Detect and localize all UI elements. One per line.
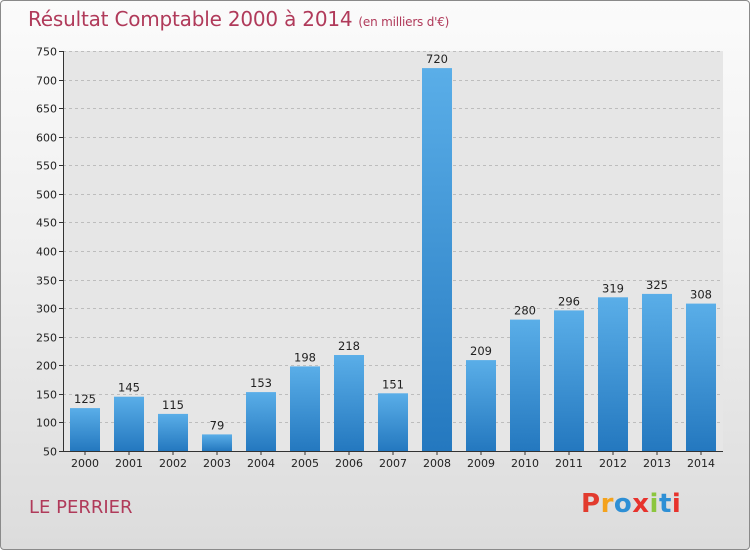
y-tick-label: 50 xyxy=(43,446,57,459)
bar xyxy=(334,355,364,451)
bar xyxy=(686,303,716,451)
y-tick-label: 250 xyxy=(36,332,57,345)
bar xyxy=(510,319,540,451)
x-tick-label: 2012 xyxy=(599,457,627,470)
y-tick-label: 650 xyxy=(36,103,57,116)
data-label: 308 xyxy=(690,288,712,302)
bar xyxy=(598,297,628,451)
y-tick-label: 100 xyxy=(36,417,57,430)
x-tick-label: 2004 xyxy=(247,457,275,470)
bars xyxy=(70,68,716,451)
chart-unit-label: (en milliers d'€) xyxy=(358,15,450,29)
logo-letter: o xyxy=(613,489,633,519)
x-tick-label: 2007 xyxy=(379,457,407,470)
data-label: 296 xyxy=(558,294,580,308)
x-tick-label: 2013 xyxy=(643,457,671,470)
x-tick-label: 2005 xyxy=(291,457,319,470)
y-tick-label: 750 xyxy=(36,46,57,59)
logo-letter: P xyxy=(581,489,601,519)
data-label: 115 xyxy=(162,398,184,412)
data-label: 319 xyxy=(602,281,624,295)
data-label: 125 xyxy=(74,392,96,406)
data-labels: 125 145 115 79 153 198 218 151 720 209 280 296 319 32… xyxy=(74,52,712,432)
logo-letter: x xyxy=(632,489,650,519)
bar xyxy=(202,434,232,451)
chart-title: Résultat Comptable 2000 à 2014 (en millie… xyxy=(28,7,449,31)
logo-letter: i xyxy=(649,489,659,519)
bar xyxy=(378,393,408,451)
proxiti-logo: Proxiti xyxy=(581,489,681,519)
bar xyxy=(158,413,188,451)
y-tick-label: 200 xyxy=(36,360,57,373)
y-tick-label: 450 xyxy=(36,217,57,230)
y-tick-label: 400 xyxy=(36,246,57,259)
data-label: 720 xyxy=(426,52,448,66)
data-label: 79 xyxy=(210,418,225,432)
data-label: 145 xyxy=(118,381,140,395)
y-tick-label: 550 xyxy=(36,160,57,173)
data-label: 218 xyxy=(338,339,360,353)
x-tick-label: 2014 xyxy=(687,457,715,470)
data-label: 280 xyxy=(514,304,536,318)
commune-name: LE PERRIER xyxy=(29,497,133,518)
x-tick-label: 2009 xyxy=(467,457,495,470)
y-tick-label: 150 xyxy=(36,389,57,402)
bar xyxy=(422,68,452,451)
data-label: 153 xyxy=(250,376,272,390)
bar xyxy=(114,396,144,451)
x-tick-label: 2001 xyxy=(115,457,143,470)
y-tick-label: 350 xyxy=(36,275,57,288)
logo-letter: r xyxy=(600,489,614,519)
chart-title-text: Résultat Comptable 2000 à 2014 xyxy=(28,7,353,31)
data-label: 198 xyxy=(294,350,316,364)
logo-letter: t xyxy=(658,489,672,519)
y-tick-label: 600 xyxy=(36,132,57,145)
y-tick-label: 300 xyxy=(36,303,57,316)
x-tick-label: 2006 xyxy=(335,457,363,470)
x-tick-label: 2010 xyxy=(511,457,539,470)
x-tick-label: 2002 xyxy=(159,457,187,470)
y-tick-label: 700 xyxy=(36,75,57,88)
bar xyxy=(554,310,584,451)
x-tick-label: 2008 xyxy=(423,457,451,470)
x-tick-label: 2011 xyxy=(555,457,583,470)
logo-letter: i xyxy=(671,489,682,519)
bar xyxy=(246,392,276,451)
x-tick-label: 2000 xyxy=(71,457,99,470)
bar xyxy=(642,293,672,451)
bar xyxy=(466,360,496,451)
bar xyxy=(70,408,100,451)
bar xyxy=(290,366,320,451)
y-tick-labels: 50 100 150 200 250 300 350 400 450 500 550 600 650 70… xyxy=(36,46,63,459)
data-label: 325 xyxy=(646,278,668,292)
data-label: 151 xyxy=(382,377,404,391)
x-tick-label: 2003 xyxy=(203,457,231,470)
y-tick-label: 500 xyxy=(36,189,57,202)
x-tick-labels: 2000 2001 2002 2003 2004 2005 2006 2007 2008 2009… xyxy=(71,451,715,470)
data-label: 209 xyxy=(470,344,492,358)
